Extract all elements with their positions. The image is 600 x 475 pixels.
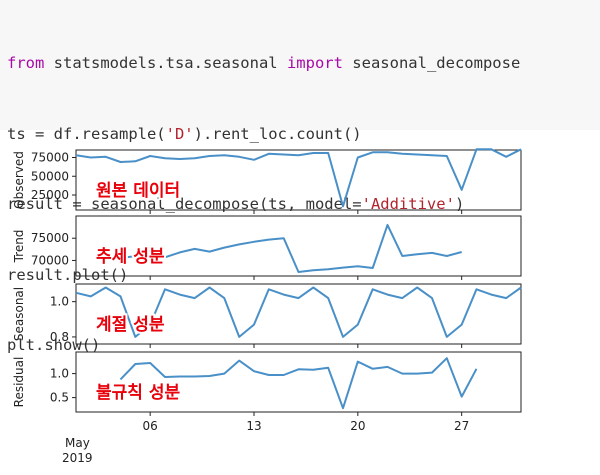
y-tick-label: 25000 — [31, 188, 69, 202]
x-tick-label: 20 — [350, 419, 365, 433]
code-token: result = seasonal_decompose(ts, model= — [7, 195, 362, 213]
annotation-label: 추세 성분 — [96, 247, 165, 267]
y-tick-label: 75000 — [31, 231, 69, 245]
code-token: 'D' — [165, 124, 194, 143]
series-line — [75, 148, 522, 208]
y-tick-label: 0.8 — [50, 330, 69, 344]
code-token: seasonal_decompose — [342, 54, 521, 72]
series-line — [120, 223, 462, 273]
code-token: from — [7, 54, 45, 72]
series-line — [75, 286, 522, 338]
code-line-3: result = seasonal_decompose(ts, model='A… — [7, 193, 600, 217]
code-line-4: result.plot() — [7, 264, 600, 288]
x-axis-month-label: May — [65, 436, 90, 450]
annotation-label: 원본 데이터 — [96, 181, 180, 201]
code-token: statsmodels.tsa.seasonal — [44, 54, 287, 72]
panel-frame — [75, 149, 522, 211]
annotation-label: 계절 성분 — [96, 314, 165, 335]
code-token: ).rent_loc.count() — [193, 124, 362, 143]
y-axis-label: Residual — [12, 357, 26, 408]
decomposition-plot: 25000 50000 75000 Observed 원본 데이터 70000 75000 T… — [0, 136, 600, 471]
code-token: ts = df.resample( — [7, 124, 166, 143]
code-cell[interactable]: from statsmodels.tsa.seasonal import sea… — [0, 0, 600, 354]
code-token: 'Additive' — [361, 195, 455, 213]
code-token: ) — [454, 195, 465, 213]
y-axis-label: Observed — [12, 151, 26, 209]
code-token: result.plot() — [7, 265, 129, 284]
panel-frame — [75, 283, 522, 345]
x-tick-label: 06 — [143, 419, 158, 433]
y-tick-label: 1.0 — [50, 295, 69, 309]
y-tick-label: 1.0 — [50, 367, 69, 381]
y-tick-label: 70000 — [31, 253, 69, 267]
code-line-1: from statsmodels.tsa.seasonal import sea… — [7, 52, 600, 76]
series-line — [119, 357, 478, 410]
x-tick-label: 13 — [246, 419, 261, 433]
code-token: import — [286, 54, 343, 72]
x-tick-label: 27 — [454, 419, 469, 433]
y-axis-label: Seasonal — [12, 287, 26, 341]
panel-frame — [75, 351, 522, 413]
decomposition-plot-svg: 25000 50000 75000 Observed 원본 데이터 70000 75000 T… — [12, 148, 522, 465]
y-tick-label: 75000 — [31, 151, 69, 165]
code-line-2: ts = df.resample('D').rent_loc.count() — [7, 123, 600, 147]
y-tick-label: 0.5 — [50, 391, 69, 405]
y-tick-label: 50000 — [31, 169, 69, 183]
code-token: plt.show() — [7, 336, 101, 354]
y-axis-label: Trend — [12, 230, 26, 264]
panel-frame — [75, 215, 522, 277]
annotation-label: 불규칙 성분 — [96, 383, 180, 403]
x-axis-year-label: 2019 — [62, 451, 93, 465]
code-line-5: plt.show() — [7, 334, 600, 358]
